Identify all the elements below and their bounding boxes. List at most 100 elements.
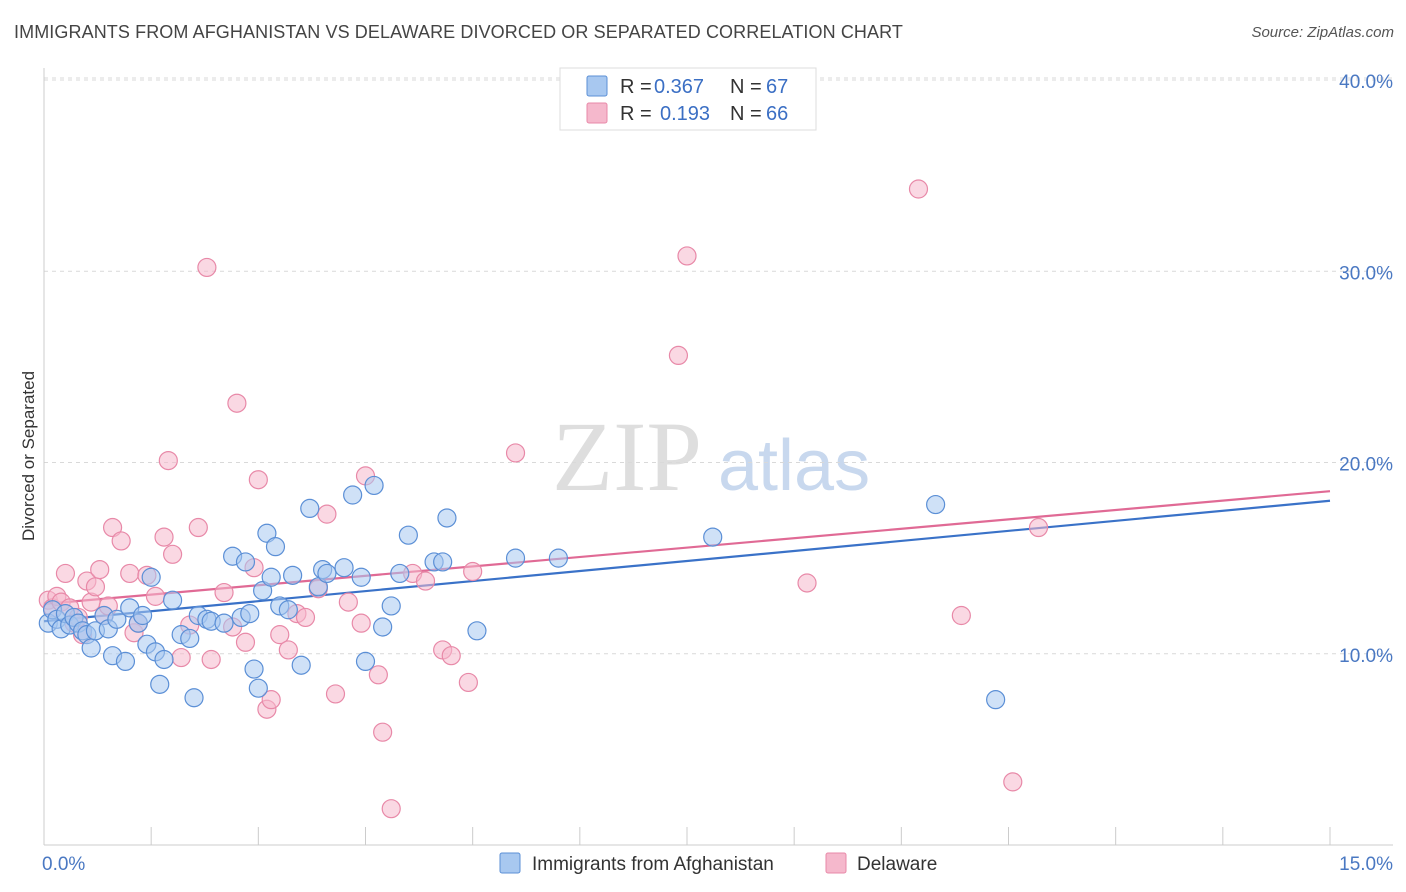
point-afghanistan [115, 651, 136, 672]
point-afghanistan [235, 552, 256, 572]
point-delaware [261, 690, 281, 710]
point-delaware [235, 632, 256, 652]
chart-title: IMMIGRANTS FROM AFGHANISTAN VS DELAWARE … [14, 22, 903, 42]
point-delaware [458, 672, 478, 693]
point-delaware [248, 470, 268, 490]
point-delaware [120, 563, 140, 584]
point-afghanistan [390, 563, 410, 584]
point-delaware [102, 517, 123, 538]
point-afghanistan [381, 596, 401, 616]
bottom-legend-swatch-blue [499, 852, 521, 874]
legend-n-label-1: N = [730, 76, 762, 98]
point-delaware [201, 649, 221, 670]
y-tick-label: 40.0% [1339, 72, 1393, 93]
point-afghanistan [180, 628, 200, 649]
point-delaware [797, 573, 817, 593]
legend-swatch-pink [586, 102, 608, 124]
point-delaware [368, 665, 388, 685]
point-afghanistan [154, 649, 174, 670]
x-tick-label-min: 0.0% [42, 854, 85, 875]
point-delaware [214, 582, 234, 603]
point-afghanistan [373, 617, 393, 637]
point-afghanistan [261, 567, 281, 587]
data-points [38, 179, 1049, 819]
point-afghanistan [81, 638, 101, 658]
point-delaware [163, 544, 183, 564]
point-afghanistan [132, 605, 153, 626]
legend-r-value-2: 0.193 [660, 103, 710, 125]
y-axis-label: Divorced or Separated [19, 371, 38, 541]
point-delaware [55, 563, 76, 584]
point-afghanistan [334, 558, 354, 578]
legend-n-label-2: N = [730, 103, 762, 125]
y-tick-label: 20.0% [1339, 455, 1393, 476]
series-legend: Immigrants from Afghanistan Delaware [499, 852, 937, 875]
point-delaware [171, 647, 191, 668]
point-afghanistan [278, 600, 298, 620]
bottom-legend-swatch-pink [825, 852, 847, 874]
point-delaware [951, 605, 971, 626]
point-delaware [677, 246, 697, 266]
point-delaware [325, 684, 346, 704]
legend-r-value-1: 0.367 [654, 76, 704, 98]
point-afghanistan [163, 590, 183, 610]
point-afghanistan [150, 674, 170, 694]
point-afghanistan [364, 475, 384, 496]
point-delaware [90, 559, 110, 580]
point-afghanistan [437, 508, 457, 528]
axes: 10.0% 20.0% 30.0% 40.0% [43, 68, 1393, 846]
point-delaware [668, 345, 689, 365]
point-afghanistan [986, 690, 1006, 710]
point-afghanistan [240, 603, 260, 624]
legend-n-value-1: 67 [766, 76, 788, 98]
point-delaware [227, 393, 247, 413]
point-afghanistan [107, 609, 127, 629]
y-tick-label: 10.0% [1339, 646, 1393, 667]
stats-legend: R = 0.367 N = 67 R = 0.193 N = 66 [559, 67, 817, 131]
point-delaware [908, 179, 929, 199]
point-delaware [373, 722, 393, 742]
y-tick-label: 30.0% [1339, 263, 1393, 284]
x-tick-label-max: 15.0% [1339, 854, 1393, 875]
point-afghanistan [926, 494, 946, 515]
point-afghanistan [253, 581, 273, 601]
point-delaware [154, 527, 174, 547]
point-afghanistan [184, 688, 204, 708]
point-afghanistan [291, 655, 311, 675]
point-delaware [270, 625, 290, 645]
point-delaware [188, 517, 208, 538]
point-delaware [381, 799, 401, 819]
point-delaware [145, 586, 166, 606]
point-afghanistan [265, 537, 286, 557]
point-delaware [505, 443, 526, 463]
point-afghanistan [300, 498, 320, 518]
point-delaware [463, 561, 483, 582]
point-afghanistan [248, 678, 268, 698]
watermark-atlas: atlas [718, 426, 870, 506]
point-afghanistan [244, 659, 264, 679]
legend-r-label-2: R = [620, 103, 652, 125]
point-afghanistan [703, 527, 723, 547]
point-afghanistan [257, 523, 277, 543]
point-delaware [295, 607, 316, 628]
legend-swatch-blue [586, 75, 608, 97]
point-delaware [158, 450, 178, 471]
point-delaware [415, 571, 436, 591]
point-delaware [278, 640, 298, 660]
point-delaware [1003, 772, 1023, 792]
bottom-legend-label-afghanistan: Immigrants from Afghanistan [532, 854, 774, 875]
point-afghanistan [351, 567, 371, 587]
watermark-zip: ZIP [552, 401, 702, 512]
point-afghanistan [398, 525, 418, 545]
point-delaware [111, 531, 131, 551]
legend-n-value-2: 66 [766, 103, 788, 125]
point-delaware [317, 504, 337, 524]
point-afghanistan [141, 567, 161, 587]
point-afghanistan [505, 548, 526, 568]
bottom-legend-label-delaware: Delaware [857, 854, 937, 875]
point-afghanistan [214, 613, 234, 633]
point-delaware [85, 577, 106, 597]
point-delaware [1028, 517, 1049, 538]
point-delaware [351, 613, 371, 633]
